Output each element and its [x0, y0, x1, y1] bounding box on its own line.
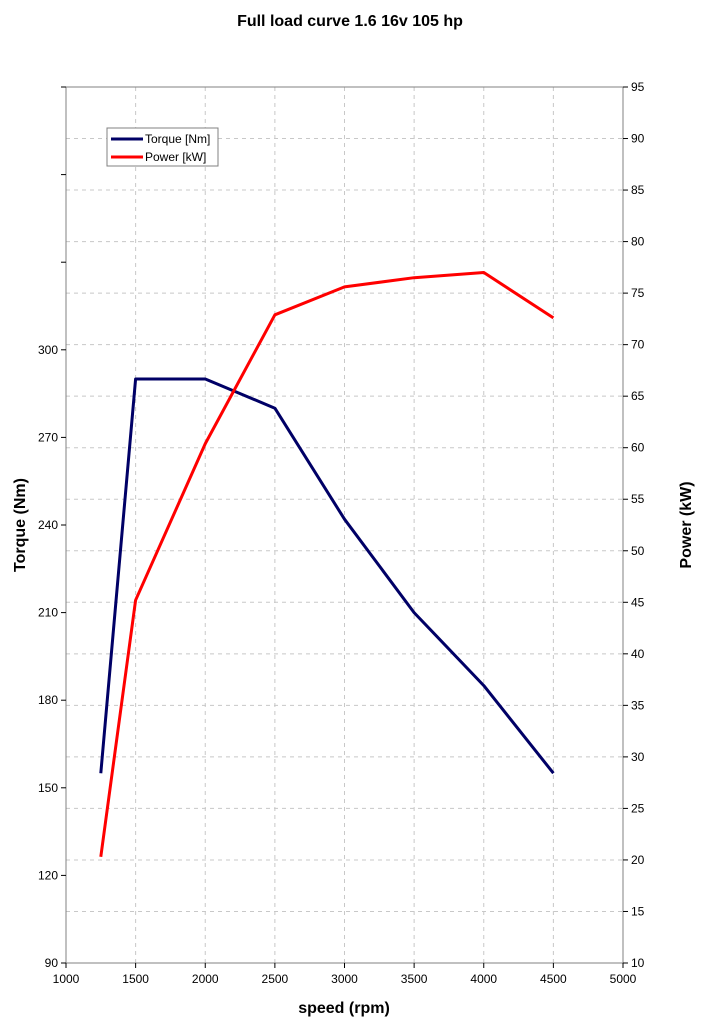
y-right-tick-label-80: 80 [631, 235, 645, 249]
x-tick-label-1500: 1500 [122, 972, 149, 986]
y-right-tick-label-35: 35 [631, 698, 645, 712]
y-right-tick-label-10: 10 [631, 956, 645, 970]
x-tick-label-4000: 4000 [470, 972, 497, 986]
y-left-tick-label-300: 300 [38, 343, 58, 357]
legend-box [106, 127, 219, 167]
series-line-power [99, 271, 555, 858]
legend-label-torque: Torque [Nm] [145, 132, 210, 146]
y-right-axis-ticks: 10 15 20 25 30 35 40 45 50 55 60 65 70 75 80 85 90 95 [623, 80, 645, 970]
y-right-tick-label-25: 25 [631, 801, 645, 815]
y-right-tick-label-95: 95 [631, 80, 645, 94]
y-left-tick-label-240: 240 [38, 518, 58, 532]
y-left-tick-label-210: 210 [38, 606, 58, 620]
y-right-tick-label-55: 55 [631, 492, 645, 506]
x-tick-label-2000: 2000 [192, 972, 219, 986]
y-right-tick-label-75: 75 [631, 286, 645, 300]
x-tick-label-1000: 1000 [53, 972, 80, 986]
x-tick-label-5000: 5000 [610, 972, 637, 986]
y-right-tick-label-15: 15 [631, 904, 645, 918]
y-right-tick-label-40: 40 [631, 647, 645, 661]
legend: Torque [Nm] Power [kW] [106, 127, 219, 167]
x-tick-label-4500: 4500 [540, 972, 567, 986]
y-right-axis-label: Power (kW) [678, 481, 695, 568]
y-right-tick-label-20: 20 [631, 853, 645, 867]
y-left-tick-label-90: 90 [45, 956, 59, 970]
series-lines [99, 271, 555, 858]
y-right-tick-label-60: 60 [631, 441, 645, 455]
x-tick-label-3500: 3500 [401, 972, 428, 986]
y-right-tick-label-90: 90 [631, 132, 645, 146]
legend-label-power: Power [kW] [145, 150, 206, 164]
y-right-tick-label-30: 30 [631, 750, 645, 764]
chart-title: Full load curve 1.6 16v 105 hp [237, 13, 463, 30]
x-tick-label-2500: 2500 [262, 972, 289, 986]
y-right-tick-label-70: 70 [631, 338, 645, 352]
y-left-tick-label-120: 120 [38, 868, 58, 882]
y-right-tick-label-65: 65 [631, 389, 645, 403]
y-left-axis-label: Torque (Nm) [12, 478, 29, 572]
series-line-torque [99, 377, 555, 775]
x-axis-ticks: 1000 1500 2000 2500 3000 3500 4000 4500 5000 [53, 963, 637, 986]
grid [66, 87, 623, 963]
y-right-tick-label-45: 45 [631, 595, 645, 609]
y-right-tick-label-50: 50 [631, 544, 645, 558]
y-left-tick-label-180: 180 [38, 693, 58, 707]
x-tick-label-3000: 3000 [331, 972, 358, 986]
x-axis-label: speed (rpm) [298, 1000, 390, 1017]
y-right-tick-label-85: 85 [631, 183, 645, 197]
y-left-tick-label-270: 270 [38, 430, 58, 444]
y-left-axis-ticks: 90 120 150 180 210 240 270 300 [38, 86, 66, 970]
y-left-tick-label-150: 150 [38, 781, 58, 795]
